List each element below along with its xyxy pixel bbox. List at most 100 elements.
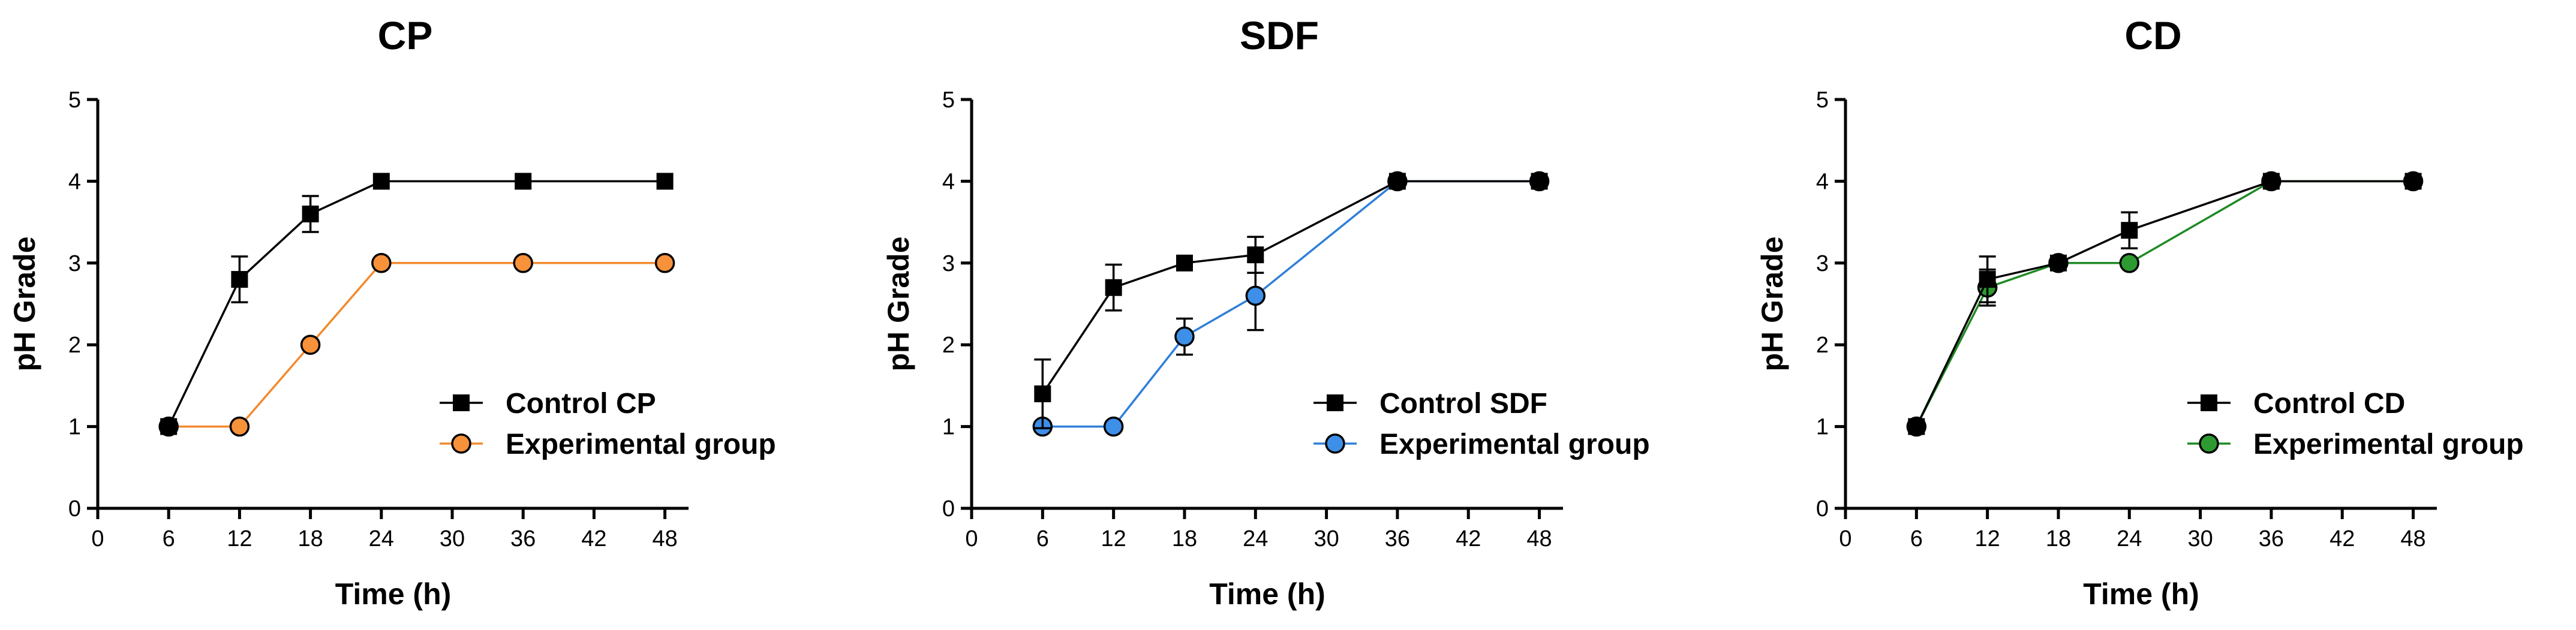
data-point-square — [656, 173, 674, 190]
series-line — [169, 262, 665, 428]
legend-entry-control: Control CD — [2187, 388, 2405, 420]
data-point-square — [1247, 246, 1264, 264]
x-tick-label: 24 — [369, 526, 394, 551]
data-point-square — [2262, 173, 2280, 190]
data-point-circle — [654, 253, 675, 273]
x-tick-label: 36 — [510, 526, 536, 551]
series-line — [167, 180, 665, 427]
x-tick-label: 48 — [2400, 526, 2425, 551]
data-point-square — [1034, 385, 1051, 403]
y-axis-label: pH Grade — [8, 236, 41, 371]
legend-marker-circle — [1325, 433, 1345, 454]
chart-title: SDF — [1240, 13, 1319, 58]
data-point-square — [515, 173, 532, 190]
x-tick-label: 0 — [91, 526, 104, 551]
series-control — [1908, 173, 2422, 435]
x-tick-label: 30 — [440, 526, 465, 551]
x-tick-label: 6 — [1910, 526, 1923, 551]
y-tick-label: 5 — [68, 88, 81, 113]
data-point-square — [1979, 271, 1996, 288]
x-tick-label: 24 — [1243, 526, 1268, 551]
y-tick-label: 1 — [942, 415, 955, 440]
data-point-square — [1105, 279, 1122, 296]
legend-entry-experimental: Experimental group — [2187, 429, 2524, 460]
y-tick-label: 0 — [68, 496, 81, 522]
y-tick-label: 3 — [1816, 251, 1829, 276]
y-tick-label: 4 — [942, 169, 955, 194]
y-axis-label: pH Grade — [882, 236, 915, 371]
x-tick-label: 42 — [2329, 526, 2355, 551]
legend-marker-circle — [451, 433, 471, 454]
series-control — [1034, 173, 1548, 430]
x-tick-label: 6 — [1036, 526, 1049, 551]
y-tick-label: 0 — [1816, 496, 1829, 522]
legend-label: Control CD — [2253, 388, 2405, 420]
x-tick-label: 36 — [2259, 526, 2284, 551]
data-point-circle — [2119, 253, 2140, 273]
x-tick-label: 12 — [1101, 526, 1126, 551]
y-tick-label: 5 — [1816, 88, 1829, 113]
x-axis-label: Time (h) — [2083, 577, 2199, 611]
legend-label: Control SDF — [1379, 388, 1547, 420]
legend-marker-square — [453, 394, 470, 411]
x-tick-label: 6 — [163, 526, 175, 551]
series-line — [1915, 180, 2413, 427]
y-tick-label: 4 — [1816, 169, 1829, 194]
x-tick-label: 0 — [965, 526, 978, 551]
x-axis-label: Time (h) — [335, 577, 452, 611]
x-tick-label: 48 — [1526, 526, 1552, 551]
data-point-square — [231, 271, 248, 288]
x-tick-label: 30 — [1313, 526, 1339, 551]
data-point-square — [302, 205, 319, 222]
x-tick-label: 18 — [1172, 526, 1197, 551]
y-tick-label: 2 — [942, 333, 955, 358]
x-tick-label: 0 — [1839, 526, 1851, 551]
data-point-square — [1908, 418, 1925, 435]
x-tick-label: 48 — [652, 526, 677, 551]
legend-label: Control CP — [506, 388, 656, 420]
legend-label: Experimental group — [506, 429, 776, 460]
y-tick-label: 2 — [68, 333, 81, 358]
x-tick-label: 18 — [297, 526, 323, 551]
data-point-square — [160, 418, 178, 435]
x-tick-label: 18 — [2046, 526, 2071, 551]
x-tick-label: 36 — [1385, 526, 1410, 551]
x-tick-label: 12 — [227, 526, 252, 551]
data-point-square — [372, 173, 390, 190]
y-tick-label: 2 — [1816, 333, 1829, 358]
x-tick-label: 30 — [2187, 526, 2213, 551]
data-point-circle — [300, 334, 321, 355]
data-point-circle — [371, 253, 392, 273]
data-point-circle — [1245, 285, 1266, 306]
data-point-circle — [1103, 416, 1124, 437]
x-tick-label: 42 — [581, 526, 606, 551]
data-point-square — [1388, 173, 1406, 190]
legend-marker-square — [1327, 394, 1343, 411]
legend-entry-experimental: Experimental group — [1313, 429, 1650, 460]
x-tick-label: 12 — [1974, 526, 2000, 551]
series-control — [160, 173, 674, 435]
y-tick-label: 3 — [942, 251, 955, 276]
y-tick-label: 1 — [1816, 415, 1829, 440]
data-point-square — [2049, 254, 2067, 272]
y-tick-label: 1 — [68, 415, 81, 440]
x-tick-label: 42 — [1456, 526, 1481, 551]
legend-marker-square — [2201, 394, 2217, 411]
data-point-square — [2121, 222, 2138, 239]
data-point-circle — [513, 253, 533, 273]
legend-entry-control: Control CP — [440, 388, 656, 420]
y-axis-label: pH Grade — [1756, 236, 1789, 371]
data-point-circle — [1174, 326, 1195, 347]
legend-entry-experimental: Experimental group — [440, 429, 776, 460]
y-tick-label: 5 — [942, 88, 955, 113]
data-point-square — [1176, 254, 1193, 272]
data-point-circle — [229, 416, 250, 437]
legend-label: Experimental group — [1379, 429, 1650, 460]
chart-title: CP — [378, 13, 433, 58]
legend-label: Experimental group — [2253, 429, 2524, 460]
x-axis-label: Time (h) — [1209, 577, 1325, 611]
data-point-square — [1531, 173, 1548, 190]
